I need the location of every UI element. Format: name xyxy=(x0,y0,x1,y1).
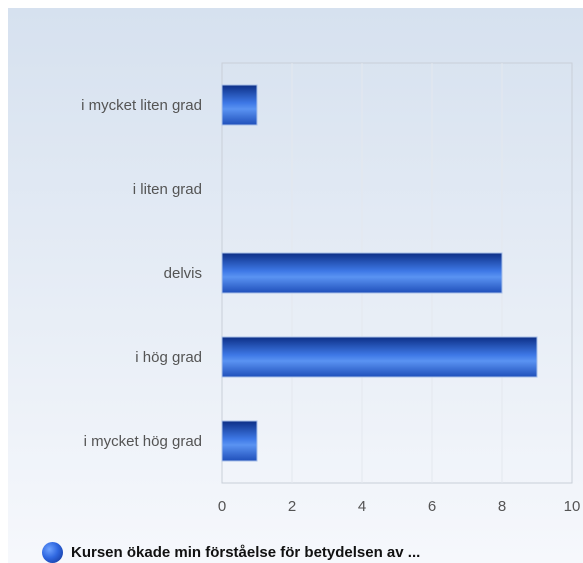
bar xyxy=(221,252,503,294)
category-label: i mycket hög grad xyxy=(84,433,202,450)
x-tick-label: 4 xyxy=(358,498,366,515)
category-label: delvis xyxy=(164,265,202,282)
x-tick-label: 8 xyxy=(498,498,506,515)
category-label: i liten grad xyxy=(133,181,202,198)
legend-label: Kursen ökade min förståelse för betydels… xyxy=(71,543,421,561)
category-label: i hög grad xyxy=(135,349,202,366)
bar xyxy=(221,420,258,462)
x-tick-label: 10 xyxy=(564,498,581,515)
bar xyxy=(221,336,538,378)
x-axis-tick-labels: 0 2 4 6 8 10 xyxy=(218,498,581,515)
x-tick-label: 6 xyxy=(428,498,436,515)
category-label: i mycket liten grad xyxy=(81,97,202,114)
bar xyxy=(221,84,258,126)
chart-panel: i mycket liten grad i liten grad delvis i h… xyxy=(8,8,583,563)
legend: Kursen ökade min förståelse för betydels… xyxy=(42,541,420,563)
x-tick-label: 0 xyxy=(218,498,226,515)
bar-chart: i mycket liten grad i liten grad delvis i h… xyxy=(8,8,583,563)
x-tick-label: 2 xyxy=(288,498,296,515)
category-labels: i mycket liten grad i liten grad delvis i h… xyxy=(81,97,202,450)
legend-swatch-icon xyxy=(42,541,63,563)
bars xyxy=(221,84,538,462)
